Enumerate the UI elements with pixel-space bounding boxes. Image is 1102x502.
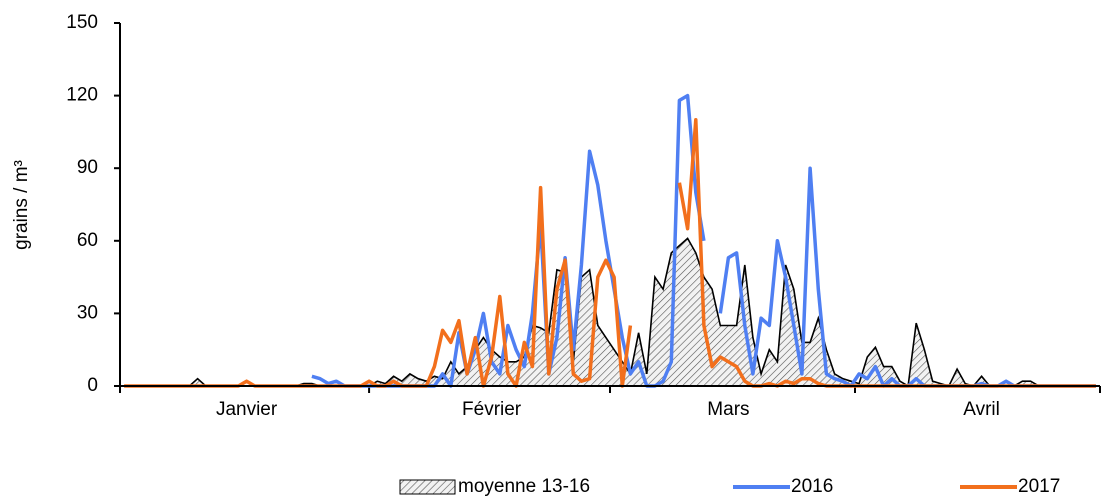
legend-label: 2016 bbox=[791, 476, 833, 497]
legend-swatch bbox=[399, 479, 456, 495]
area-fill bbox=[124, 238, 1096, 386]
y-tick-label: 150 bbox=[66, 12, 98, 33]
x-tick-label: Mars bbox=[707, 399, 749, 420]
x-tick-label: Janvier bbox=[216, 399, 278, 420]
y-tick-label: 60 bbox=[77, 230, 98, 251]
y-tick-label: 0 bbox=[87, 375, 98, 396]
y-tick-label: 30 bbox=[77, 302, 98, 323]
y-tick-label: 120 bbox=[66, 85, 98, 106]
y-tick-label: 90 bbox=[77, 157, 98, 178]
x-tick-label: Février bbox=[462, 399, 522, 420]
legend-label: 2017 bbox=[1018, 476, 1060, 497]
legend-label: moyenne 13-16 bbox=[458, 476, 590, 497]
x-tick-label: Avril bbox=[963, 399, 1000, 420]
y-axis-label: grains / m³ bbox=[11, 160, 32, 250]
